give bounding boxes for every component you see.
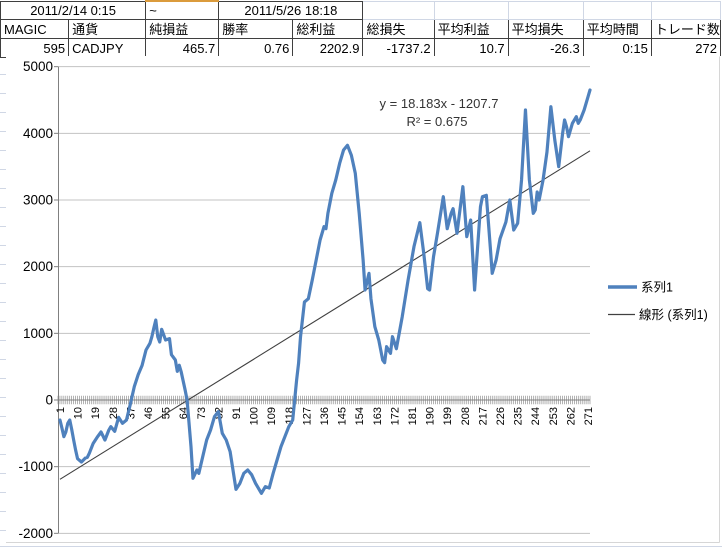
r-squared-value: R² = 0.675	[406, 114, 467, 129]
column-header-3[interactable]: 純損益	[145, 19, 220, 39]
x-axis-tick-label: 136	[319, 407, 331, 425]
y-axis-tick-label: 0	[45, 393, 53, 408]
empty-cell[interactable]	[362, 0, 435, 20]
x-axis-tick-label: 100	[249, 407, 261, 425]
x-axis-tick-label: 208	[460, 407, 472, 425]
value-cell-8[interactable]: -26.3	[507, 38, 584, 58]
empty-cell[interactable]	[582, 0, 652, 20]
x-axis-tick-label: 145	[337, 407, 349, 425]
value-cell-3[interactable]: 465.7	[145, 38, 220, 58]
column-header-4[interactable]: 勝率	[218, 19, 294, 39]
x-axis-tick-label: 73	[196, 407, 208, 419]
period-row: 2011/2/14 0:15 ~ 2011/5/26 18:18	[0, 0, 722, 20]
value-cell-10[interactable]: 272	[650, 38, 722, 58]
column-header-5[interactable]: 総利益	[292, 19, 364, 39]
column-header-7[interactable]: 平均利益	[433, 19, 509, 39]
trendline-equation: y = 18.183x - 1207.7	[380, 96, 499, 111]
x-axis-tick-label: 199	[442, 407, 454, 425]
chart-background[interactable]	[6, 56, 722, 549]
x-axis-tick-label: 28	[108, 407, 120, 419]
x-axis-tick-label: 217	[477, 407, 489, 425]
y-axis-tick-label: -1000	[18, 459, 53, 474]
column-header-2[interactable]: 通貨	[68, 19, 147, 39]
column-header-6[interactable]: 総損失	[362, 19, 435, 39]
y-axis-tick-label: 2000	[23, 259, 53, 274]
x-axis-tick-label: 10	[73, 407, 85, 419]
x-axis-tick-label: 226	[495, 407, 507, 425]
value-cell-7[interactable]: 10.7	[433, 38, 509, 58]
column-header-8[interactable]: 平均損失	[507, 19, 584, 39]
column-header-1[interactable]: MAGIC	[0, 19, 70, 39]
value-cell-4[interactable]: 0.76	[218, 38, 294, 58]
period-start-cell[interactable]: 2011/2/14 0:15	[0, 0, 147, 20]
spreadsheet-gridline-bottom	[0, 546, 722, 550]
y-axis-tick-label: 1000	[23, 326, 53, 341]
x-axis-tick-label: 109	[266, 407, 278, 425]
value-cell-6[interactable]: -1737.2	[362, 38, 435, 58]
x-axis-tick-label: 244	[530, 407, 542, 425]
x-axis-tick-label: 235	[513, 407, 525, 425]
period-separator-cell[interactable]: ~	[145, 0, 220, 20]
empty-cell[interactable]	[433, 0, 509, 20]
legend-series1-label[interactable]: 系列1	[641, 281, 673, 295]
column-header-10[interactable]: トレード数	[650, 19, 722, 39]
value-cell-1[interactable]: 595	[0, 38, 70, 58]
value-cell-5[interactable]: 2202.9	[292, 38, 364, 58]
y-axis-tick-label: 5000	[23, 59, 53, 74]
header-row: MAGIC 通貨 純損益 勝率 総利益 総損失 平均利益 平均損失 平均時間 トレード数	[0, 19, 722, 39]
value-cell-9[interactable]: 0:15	[582, 38, 652, 58]
value-row: 595 CADJPY 465.7 0.76 2202.9 -1737.2 10.7 -26.3…	[0, 38, 722, 58]
y-axis-tick-label: 4000	[23, 126, 53, 141]
empty-cell[interactable]	[650, 0, 722, 20]
x-axis-tick-label: 163	[372, 407, 384, 425]
x-axis-tick-label: 127	[301, 407, 313, 425]
legend-trendline-label[interactable]: 線形 (系列1)	[639, 307, 708, 322]
x-axis-tick-label: 181	[407, 407, 419, 425]
trendline[interactable]	[59, 150, 591, 480]
series-line[interactable]	[58, 88, 592, 495]
x-axis-tick-label: 262	[565, 407, 577, 425]
chart-frame	[6, 56, 720, 543]
x-axis-tick-label: 190	[425, 407, 437, 425]
x-axis-tick-label: 19	[90, 407, 102, 419]
x-axis-tick-label: 46	[143, 407, 155, 419]
x-axis-tick-label: 1	[55, 407, 67, 413]
y-axis-tick-label: 3000	[23, 193, 53, 208]
x-axis-tick-label: 172	[389, 407, 401, 425]
empty-cell[interactable]	[507, 0, 584, 20]
x-axis-tick-label: 91	[231, 407, 243, 419]
column-header-9[interactable]: 平均時間	[582, 19, 652, 39]
value-cell-2[interactable]: CADJPY	[68, 38, 147, 58]
y-axis-tick-label: -2000	[18, 526, 53, 541]
period-end-cell[interactable]: 2011/5/26 18:18	[218, 0, 364, 20]
x-axis-tick-label: 154	[354, 407, 366, 425]
x-axis-tick-label: 271	[583, 407, 595, 425]
x-axis-tick-label: 253	[548, 407, 560, 425]
summary-table: 2011/2/14 0:15 ~ 2011/5/26 18:18 MAGIC 通貨…	[0, 0, 722, 58]
